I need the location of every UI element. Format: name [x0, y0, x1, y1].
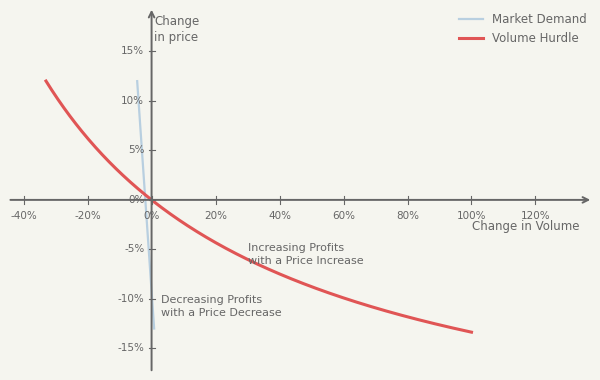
Legend: Market Demand, Volume Hurdle: Market Demand, Volume Hurdle — [460, 13, 587, 45]
Text: -40%: -40% — [10, 211, 37, 221]
Text: 10%: 10% — [121, 96, 144, 106]
Text: 40%: 40% — [268, 211, 291, 221]
Text: Change in Volume: Change in Volume — [472, 220, 580, 233]
Text: 80%: 80% — [396, 211, 419, 221]
Text: 20%: 20% — [204, 211, 227, 221]
Text: Increasing Profits
with a Price Increase: Increasing Profits with a Price Increase — [248, 243, 363, 266]
Text: 15%: 15% — [121, 46, 144, 57]
Text: 0%: 0% — [128, 195, 144, 205]
Text: 60%: 60% — [332, 211, 355, 221]
Text: -15%: -15% — [118, 343, 144, 353]
Text: 100%: 100% — [457, 211, 486, 221]
Text: -20%: -20% — [74, 211, 101, 221]
Text: 0%: 0% — [143, 211, 160, 221]
Text: -5%: -5% — [124, 244, 144, 254]
Text: -10%: -10% — [118, 294, 144, 304]
Text: 5%: 5% — [128, 146, 144, 155]
Text: Change
in price: Change in price — [154, 15, 199, 44]
Text: Decreasing Profits
with a Price Decrease: Decreasing Profits with a Price Decrease — [161, 295, 282, 318]
Text: 120%: 120% — [521, 211, 550, 221]
